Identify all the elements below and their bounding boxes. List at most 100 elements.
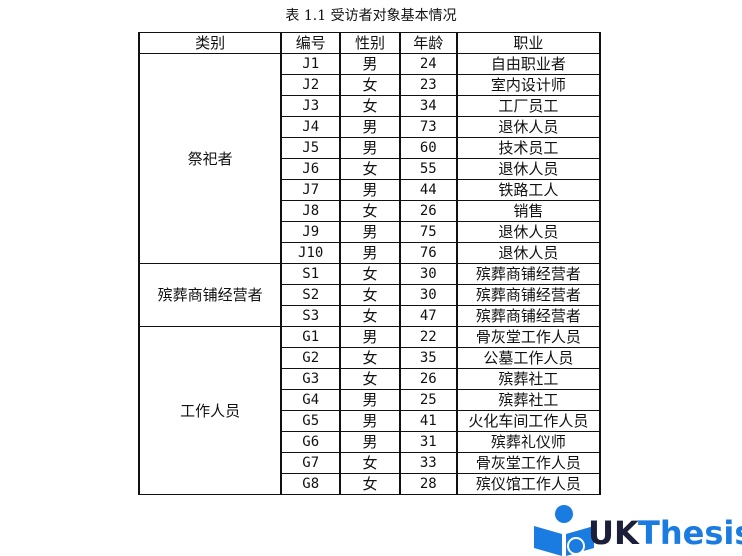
- gender-cell: 女: [339, 158, 401, 180]
- respondents-table: 类别 编号 性别 年龄 职业 祭祀者 J1 男 24 自由职业者 J2 女 23 室内设计师 J3…: [137, 32, 602, 495]
- category-cell: 祭祀者: [137, 53, 283, 264]
- table-row: J4 男 73 退休人员: [139, 116, 602, 138]
- table-row: G5 男 41 火化车间工作人员: [139, 410, 602, 432]
- age-cell: 30: [398, 263, 458, 285]
- header-category: 类别: [137, 32, 283, 54]
- occupation-cell: 技术员工: [455, 137, 602, 159]
- id-cell: G5: [280, 410, 342, 432]
- ukthesis-watermark-logo: UK Thesis: [534, 505, 742, 556]
- category-cell: 工作人员: [137, 326, 283, 495]
- gender-cell: 女: [339, 200, 401, 222]
- occupation-cell: 销售: [455, 200, 602, 222]
- id-cell: J9: [280, 221, 342, 243]
- gender-cell: 女: [339, 74, 401, 96]
- gender-cell: 女: [339, 368, 401, 390]
- id-cell: G3: [280, 368, 342, 390]
- table-row: J7 男 44 铁路工人: [139, 179, 602, 201]
- table-row: S2 女 30 殡葬商铺经营者: [139, 284, 602, 306]
- table-row: G4 男 25 殡葬社工: [139, 389, 602, 411]
- id-cell: J1: [280, 53, 342, 75]
- occupation-cell: 火化车间工作人员: [455, 410, 602, 432]
- gender-cell: 男: [339, 179, 401, 201]
- header-row: 类别 编号 性别 年龄 职业: [137, 32, 602, 54]
- age-cell: 44: [398, 179, 458, 201]
- table-row: G8 女 28 殡仪馆工作人员: [139, 473, 602, 495]
- table-row: 工作人员 G1 男 22 骨灰堂工作人员: [137, 326, 602, 495]
- table-caption: 表 1.1 受访者对象基本情况: [285, 8, 457, 24]
- gender-cell: 男: [339, 431, 401, 453]
- category-cell: 殡葬商铺经营者: [137, 263, 283, 327]
- occupation-cell: 骨灰堂工作人员: [455, 326, 602, 348]
- occupation-cell: 殡葬商铺经营者: [455, 305, 602, 327]
- occupation-cell: 殡葬商铺经营者: [455, 263, 602, 285]
- gender-cell: 男: [339, 242, 401, 264]
- age-cell: 30: [398, 284, 458, 306]
- age-cell: 41: [398, 410, 458, 432]
- age-cell: 23: [398, 74, 458, 96]
- id-cell: S3: [280, 305, 342, 327]
- id-cell: S2: [280, 284, 342, 306]
- age-cell: 75: [398, 221, 458, 243]
- table-row: J8 女 26 销售: [139, 200, 602, 222]
- table-row: J5 男 60 技术员工: [139, 137, 602, 159]
- occupation-cell: 公墓工作人员: [455, 347, 602, 369]
- id-cell: G2: [280, 347, 342, 369]
- svg-text:UK: UK: [588, 514, 640, 552]
- svg-text:Thesis: Thesis: [638, 514, 742, 552]
- occupation-cell: 殡葬社工: [455, 368, 602, 390]
- id-cell: J6: [280, 158, 342, 180]
- age-cell: 33: [398, 452, 458, 474]
- id-cell: G1: [280, 326, 342, 348]
- header-id: 编号: [280, 32, 342, 54]
- age-cell: 34: [398, 95, 458, 117]
- id-cell: G6: [280, 431, 342, 453]
- gender-cell: 男: [339, 53, 401, 75]
- age-cell: 73: [398, 116, 458, 138]
- header-age: 年龄: [398, 32, 458, 54]
- gender-cell: 女: [339, 95, 401, 117]
- occupation-cell: 殡葬社工: [455, 389, 602, 411]
- occupation-cell: 自由职业者: [455, 53, 602, 75]
- id-cell: J2: [280, 74, 342, 96]
- age-cell: 26: [398, 200, 458, 222]
- id-cell: J5: [280, 137, 342, 159]
- table-row: J10 男 76 退休人员: [139, 242, 602, 264]
- gender-cell: 女: [339, 347, 401, 369]
- age-cell: 26: [398, 368, 458, 390]
- gender-cell: 男: [339, 116, 401, 138]
- table-row: J6 女 55 退休人员: [139, 158, 602, 180]
- id-cell: J8: [280, 200, 342, 222]
- occupation-cell: 退休人员: [455, 242, 602, 264]
- id-cell: S1: [280, 263, 342, 285]
- id-cell: J7: [280, 179, 342, 201]
- age-cell: 25: [398, 389, 458, 411]
- occupation-cell: 殡葬商铺经营者: [455, 284, 602, 306]
- occupation-cell: 工厂员工: [455, 95, 602, 117]
- age-cell: 28: [398, 473, 458, 495]
- header-gender: 性别: [339, 32, 401, 54]
- gender-cell: 女: [339, 284, 401, 306]
- gender-cell: 男: [339, 221, 401, 243]
- age-cell: 76: [398, 242, 458, 264]
- id-cell: G8: [280, 473, 342, 495]
- gender-cell: 男: [339, 410, 401, 432]
- age-cell: 47: [398, 305, 458, 327]
- occupation-cell: 殡葬礼仪师: [455, 431, 602, 453]
- header-occupation: 职业: [455, 32, 602, 54]
- id-cell: G4: [280, 389, 342, 411]
- table-row: 殡葬商铺经营者 S1 女 30 殡葬商铺经营者: [137, 263, 602, 327]
- gender-cell: 男: [339, 326, 401, 348]
- occupation-cell: 退休人员: [455, 116, 602, 138]
- occupation-cell: 退休人员: [455, 221, 602, 243]
- id-cell: J10: [280, 242, 342, 264]
- age-cell: 60: [398, 137, 458, 159]
- id-cell: J3: [280, 95, 342, 117]
- gender-cell: 男: [339, 137, 401, 159]
- table-row: G2 女 35 公墓工作人员: [139, 347, 602, 369]
- gender-cell: 男: [339, 389, 401, 411]
- age-cell: 24: [398, 53, 458, 75]
- table-row: 祭祀者 J1 男 24 自由职业者: [137, 53, 602, 264]
- occupation-cell: 退休人员: [455, 158, 602, 180]
- occupation-cell: 殡仪馆工作人员: [455, 473, 602, 495]
- age-cell: 35: [398, 347, 458, 369]
